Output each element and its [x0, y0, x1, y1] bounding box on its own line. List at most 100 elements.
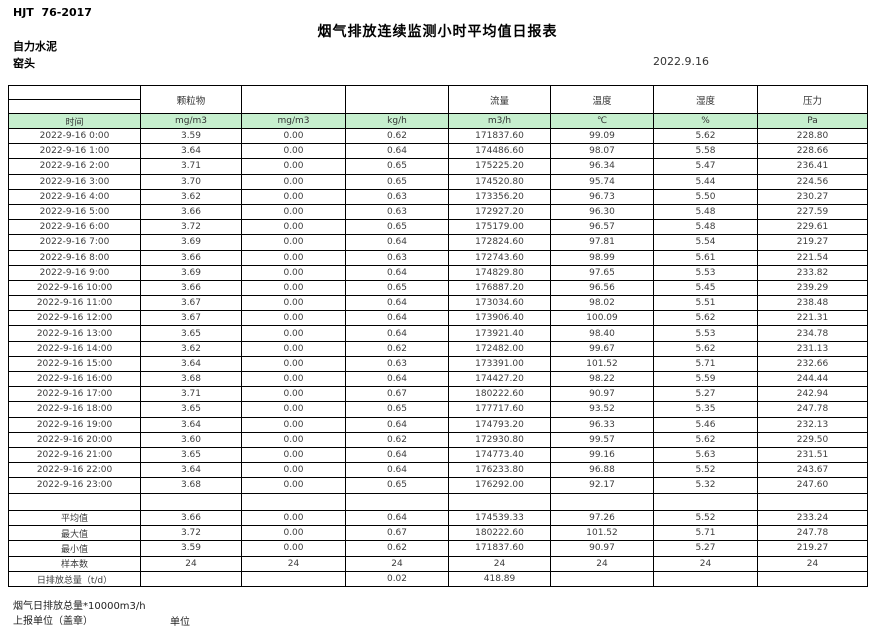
group-header-row: 颗粒物 流量 温度 湿度 压力 — [8, 85, 868, 114]
value-cell: 236.41 — [757, 158, 868, 175]
value-cell — [757, 492, 868, 511]
value-cell: 95.74 — [550, 173, 654, 190]
row-label-cell: 2022-9-16 7:00 — [8, 234, 141, 251]
value-cell: 0.00 — [241, 370, 346, 388]
unit-mg-m3-a: mg/m3 — [140, 113, 242, 129]
table-row: 2022-9-16 18:00 3.65 0.00 0.65 177717.60 93.5… — [8, 401, 868, 418]
row-label-cell: 2022-9-16 11:00 — [8, 295, 141, 312]
footer-report-unit: 上报单位（盖章） — [13, 616, 93, 627]
unit-celsius: ℃ — [550, 113, 654, 129]
row-label-cell: 2022-9-16 22:00 — [8, 462, 141, 479]
value-cell: 224.56 — [757, 173, 868, 190]
value-cell — [757, 571, 868, 588]
value-cell: 3.65 — [140, 325, 242, 342]
value-cell: 5.52 — [653, 509, 758, 526]
value-cell: 99.57 — [550, 431, 654, 448]
row-label-cell — [8, 492, 141, 511]
value-cell: 0.00 — [241, 127, 346, 145]
value-cell: 96.33 — [550, 416, 654, 433]
value-cell: 96.34 — [550, 158, 654, 175]
value-cell: 175225.20 — [448, 158, 551, 175]
value-cell: 3.71 — [140, 386, 242, 403]
value-cell: 5.50 — [653, 188, 758, 205]
value-cell: 96.73 — [550, 188, 654, 205]
value-cell: 5.62 — [653, 310, 758, 327]
table-row: 2022-9-16 21:00 3.65 0.00 0.64 174773.40 99.1… — [8, 446, 868, 464]
value-cell: 173921.40 — [448, 325, 551, 342]
value-cell: 219.27 — [757, 540, 868, 557]
value-cell: 0.63 — [345, 355, 449, 373]
value-cell: 221.31 — [757, 310, 868, 327]
report-date: 2022.9.16 — [653, 55, 709, 68]
table-row: 2022-9-16 16:00 3.68 0.00 0.64 174427.20 98.2… — [8, 370, 868, 388]
value-cell: 174427.20 — [448, 370, 551, 388]
value-cell: 100.09 — [550, 310, 654, 327]
value-cell: 24 — [345, 555, 449, 573]
value-cell: 96.30 — [550, 203, 654, 221]
value-cell: 0.64 — [345, 264, 449, 281]
value-cell: 3.59 — [140, 540, 242, 557]
value-cell: 3.67 — [140, 310, 242, 327]
value-cell: 228.66 — [757, 143, 868, 160]
summary-row: 样本数 24 24 24 24 24 24 24 — [8, 555, 868, 573]
value-cell: 0.65 — [345, 219, 449, 236]
value-cell: 0.65 — [345, 173, 449, 190]
value-cell — [241, 492, 346, 511]
value-cell: 3.70 — [140, 173, 242, 190]
value-cell: 98.99 — [550, 249, 654, 266]
value-cell — [550, 571, 654, 588]
table-row: 2022-9-16 22:00 3.64 0.00 0.64 176233.80 96.8… — [8, 462, 868, 479]
value-cell: 5.54 — [653, 234, 758, 251]
value-cell: 0.00 — [241, 249, 346, 266]
value-cell: 0.00 — [241, 203, 346, 221]
value-cell: 92.17 — [550, 477, 654, 494]
value-cell: 0.02 — [345, 571, 449, 588]
value-cell — [653, 492, 758, 511]
value-cell: 0.00 — [241, 446, 346, 464]
row-label-cell: 2022-9-16 23:00 — [8, 477, 141, 494]
value-cell: 418.89 — [448, 571, 551, 588]
table-row: 2022-9-16 6:00 3.72 0.00 0.65 175179.00 96.57… — [8, 219, 868, 236]
value-cell: 0.64 — [345, 446, 449, 464]
value-cell: 0.63 — [345, 188, 449, 205]
value-cell: 232.13 — [757, 416, 868, 433]
value-cell: 0.62 — [345, 431, 449, 448]
value-cell: 5.27 — [653, 540, 758, 557]
value-cell: 173356.20 — [448, 188, 551, 205]
value-cell: 219.27 — [757, 234, 868, 251]
value-cell: 174829.80 — [448, 264, 551, 281]
value-cell: 0.64 — [345, 509, 449, 526]
value-cell: 3.65 — [140, 401, 242, 418]
table-row: 2022-9-16 19:00 3.64 0.00 0.64 174793.20 96.3… — [8, 416, 868, 433]
value-cell: 0.00 — [241, 264, 346, 281]
value-cell: 0.00 — [241, 188, 346, 205]
spacer-row — [8, 492, 868, 511]
monitoring-point-name: 窑头 — [13, 57, 35, 70]
row-label-cell: 样本数 — [8, 555, 141, 573]
value-cell: 172482.00 — [448, 340, 551, 357]
value-cell: 24 — [241, 555, 346, 573]
value-cell: 0.62 — [345, 540, 449, 557]
value-cell: 3.64 — [140, 462, 242, 479]
value-cell: 0.00 — [241, 310, 346, 327]
table-row: 2022-9-16 13:00 3.65 0.00 0.64 173921.40 98.4… — [8, 325, 868, 342]
value-cell: 0.00 — [241, 355, 346, 373]
value-cell: 0.00 — [241, 340, 346, 357]
value-cell: 5.47 — [653, 158, 758, 175]
value-cell: 3.64 — [140, 416, 242, 433]
value-cell: 221.54 — [757, 249, 868, 266]
value-cell — [241, 571, 346, 588]
value-cell: 0.00 — [241, 219, 346, 236]
row-label-cell: 2022-9-16 15:00 — [8, 355, 141, 373]
table-row: 2022-9-16 0:00 3.59 0.00 0.62 171837.60 99.09… — [8, 127, 868, 145]
summary-row: 最小值 3.59 0.00 0.62 171837.60 90.97 5.27 219.27 — [8, 540, 868, 557]
unit-mg-m3-b: mg/m3 — [241, 113, 346, 129]
value-cell: 5.27 — [653, 386, 758, 403]
value-cell: 0.00 — [241, 509, 346, 526]
value-cell: 0.00 — [241, 386, 346, 403]
value-cell: 0.64 — [345, 234, 449, 251]
value-cell — [345, 492, 449, 511]
value-cell: 5.62 — [653, 127, 758, 145]
value-cell: 0.00 — [241, 295, 346, 312]
table-row: 2022-9-16 3:00 3.70 0.00 0.65 174520.80 95.74… — [8, 173, 868, 190]
